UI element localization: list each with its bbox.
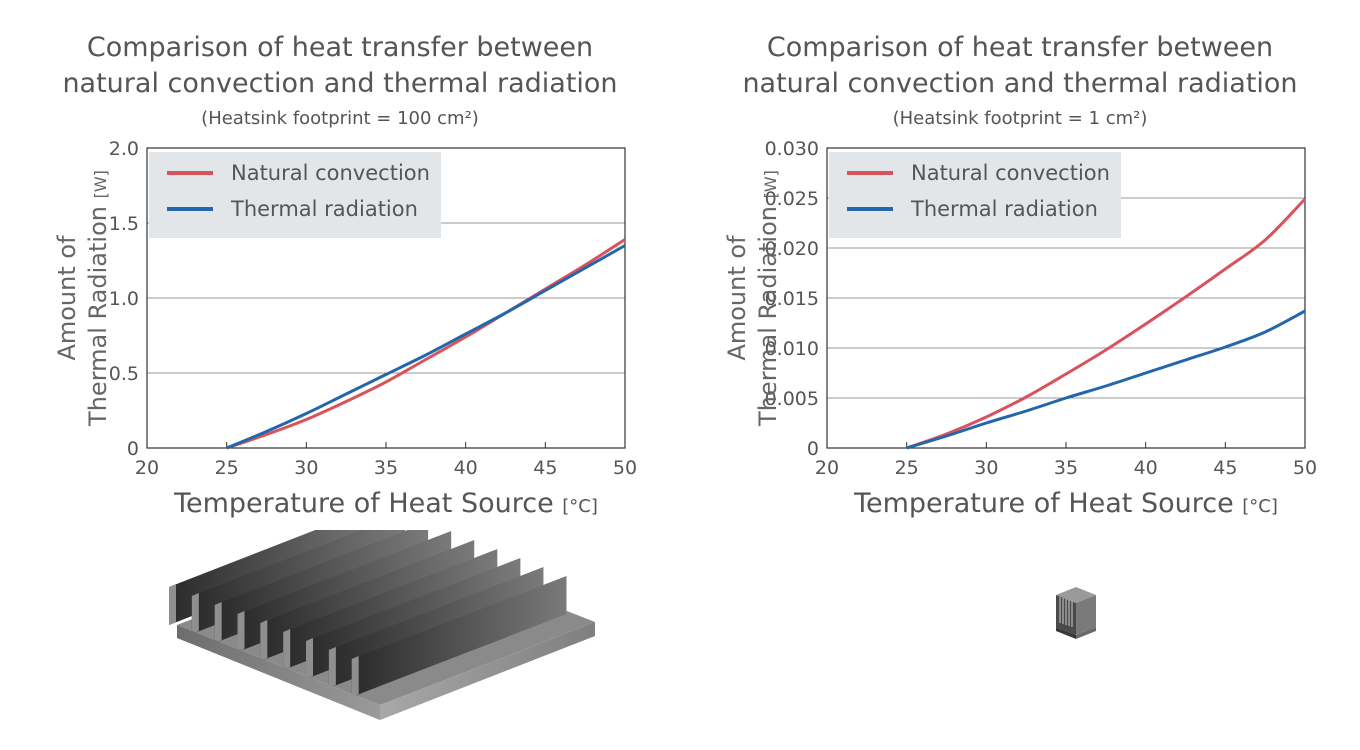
heatsink-fin-edge <box>237 611 245 652</box>
x-tick-label: 35 <box>1054 457 1078 479</box>
y-axis-label: Amount of Thermal Radiation [W] <box>722 138 786 458</box>
y-axis-label-line2: Thermal Radiation [W] <box>84 170 112 426</box>
x-tick-label: 30 <box>294 457 318 479</box>
heatsink-fin-edge <box>260 620 268 661</box>
legend-label-thermal-radiation: Thermal radiation <box>230 197 418 221</box>
x-tick-label: 25 <box>895 457 919 479</box>
series-line-natural-convection <box>226 238 626 450</box>
heatsink-fin-edge <box>283 629 291 670</box>
x-tick-label: 25 <box>215 457 239 479</box>
y-tick-label: 1.5 <box>109 213 139 235</box>
y-tick-label: 0.5 <box>109 363 139 385</box>
heatsink-fin-edge <box>169 584 176 625</box>
x-tick-label: 45 <box>533 457 557 479</box>
y-axis-label-line2: Thermal Radiation [W] <box>754 170 782 426</box>
y-axis-unit: [W] <box>91 170 110 199</box>
y-tick-label: 0.030 <box>765 138 819 160</box>
line-chart-100cm2: 0 0.5 1.0 1.5 2.0 20 25 30 35 40 45 50 Natural conve… <box>109 138 637 479</box>
large-finned-heatsink-icon <box>169 530 595 720</box>
chart-subtitle: (Heatsink footprint = 100 cm²) <box>201 108 479 129</box>
chart-title-line2: natural convection and thermal radiation <box>742 68 1298 99</box>
x-tick-label: 40 <box>1134 457 1158 479</box>
x-tick-label: 20 <box>815 457 839 479</box>
series-line-thermal-radiation <box>226 244 626 450</box>
x-tick-label: 50 <box>613 457 637 479</box>
y-axis-label-line1: Amount of <box>53 235 81 361</box>
legend-label-natural-convection: Natural convection <box>911 161 1110 185</box>
legend-label-thermal-radiation: Thermal radiation <box>910 197 1098 221</box>
x-axis-unit: [°C] <box>562 496 598 517</box>
x-axis-label: Temperature of Heat Source [°C] <box>147 488 625 519</box>
y-tick-label: 1.0 <box>109 288 139 310</box>
x-tick-label: 35 <box>374 457 398 479</box>
x-axis-label-text: Temperature of Heat Source <box>174 488 554 519</box>
series-line-natural-convection <box>906 197 1307 450</box>
y-axis-label-line1: Amount of <box>723 235 751 361</box>
chart-title-line1: Comparison of heat transfer between <box>766 32 1274 63</box>
x-tick-label: 50 <box>1293 457 1317 479</box>
chart-panel-100cm2: Comparison of heat transfer between natu… <box>52 32 637 720</box>
chart-title-line1: Comparison of heat transfer between <box>86 32 594 63</box>
x-tick-label: 20 <box>135 457 159 479</box>
heatsink-fin-edge <box>328 647 336 688</box>
heatsink-fin-edge <box>351 656 359 697</box>
chart-title-line2: natural convection and thermal radiation <box>62 68 618 99</box>
legend-label-natural-convection: Natural convection <box>231 161 430 185</box>
y-tick-label: 2.0 <box>109 138 139 160</box>
y-tick-label: 0.005 <box>765 388 819 410</box>
legend-background <box>149 152 441 238</box>
y-tick-label: 0.020 <box>765 238 819 260</box>
heatsink-fin-edge <box>214 602 222 643</box>
y-tick-label: 0.025 <box>765 188 819 210</box>
heatsink-fin <box>351 576 567 697</box>
x-axis-label-text: Temperature of Heat Source <box>854 488 1234 519</box>
y-axis-unit: [W] <box>761 170 780 199</box>
x-tick-label: 45 <box>1213 457 1237 479</box>
y-tick-label: 0 <box>127 438 139 460</box>
x-tick-label: 30 <box>974 457 998 479</box>
chart-subtitle: (Heatsink footprint = 1 cm²) <box>892 108 1148 129</box>
x-axis-label: Temperature of Heat Source [°C] <box>827 488 1305 519</box>
series-line-thermal-radiation <box>906 309 1306 450</box>
x-axis-unit: [°C] <box>1242 496 1278 517</box>
chart-legend: Natural convection Thermal radiation <box>829 152 1121 238</box>
small-heatsink-icon <box>1056 587 1096 639</box>
x-tick-label: 40 <box>454 457 478 479</box>
heatsink-fin-edge <box>191 593 199 634</box>
heatsink-fin-edge <box>306 638 314 679</box>
chart-legend: Natural convection Thermal radiation <box>149 152 441 238</box>
chart-panel-1cm2: Comparison of heat transfer between natu… <box>680 0 1360 750</box>
y-tick-label: 0.010 <box>765 338 819 360</box>
legend-background <box>829 152 1121 238</box>
y-tick-label: 0.015 <box>765 288 819 310</box>
y-tick-label: 0 <box>807 438 819 460</box>
line-chart-1cm2: 0 0.005 0.010 0.015 0.020 0.025 0.030 20 25 30 35 4… <box>765 138 1318 479</box>
y-axis-label: Amount of Thermal Radiation [W] <box>52 138 116 458</box>
